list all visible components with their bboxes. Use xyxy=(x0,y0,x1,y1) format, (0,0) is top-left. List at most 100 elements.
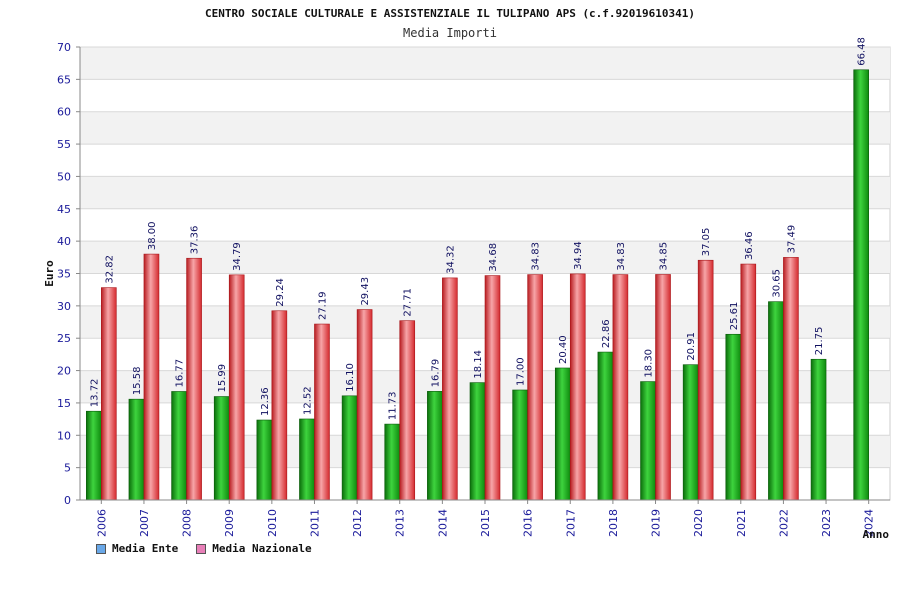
value-label: 15.99 xyxy=(217,364,228,393)
x-tick-label: 2006 xyxy=(95,509,108,537)
y-tick-label: 45 xyxy=(57,203,71,216)
y-tick-label: 35 xyxy=(57,268,71,281)
x-axis-ticks: 2006 2007 2008 2009 2010 2011 2012 2013 2014 2015… xyxy=(95,500,876,537)
x-tick-label: 2020 xyxy=(692,509,705,537)
y-axis-title: Euro xyxy=(43,260,56,287)
bar-media-ente xyxy=(86,410,102,501)
bar-media-nazionale xyxy=(697,259,714,501)
bar-media-ente xyxy=(213,396,230,501)
bar-media-nazionale xyxy=(399,320,416,501)
y-tick-label: 40 xyxy=(57,235,71,248)
bar-media-nazionale xyxy=(484,275,501,501)
y-tick-label: 5 xyxy=(64,462,71,475)
value-label: 25.61 xyxy=(729,302,740,331)
value-label: 16.79 xyxy=(430,359,441,388)
value-label: 17.00 xyxy=(516,357,527,386)
value-label: 12.36 xyxy=(260,387,271,416)
x-tick-label: 2022 xyxy=(777,509,790,537)
legend-item-media-nazionale: Media Nazionale xyxy=(196,542,312,555)
y-tick-label: 50 xyxy=(57,170,71,183)
bar-media-ente xyxy=(341,395,358,501)
chart-title: CENTRO SOCIALE CULTURALE E ASSISTENZIALE… xyxy=(205,7,695,20)
x-tick-label: 2017 xyxy=(564,509,577,537)
value-label: 16.10 xyxy=(345,363,356,392)
value-label: 27.71 xyxy=(403,288,414,317)
y-tick-label: 65 xyxy=(57,73,71,86)
value-labels: 13.72 32.82 15.58 38.00 16.77 37.36 15.99 34.79… xyxy=(89,37,867,420)
value-label: 29.24 xyxy=(275,278,286,307)
value-label: 12.52 xyxy=(302,386,313,415)
value-label: 34.83 xyxy=(531,242,542,271)
bar-media-nazionale xyxy=(186,257,202,501)
bar-media-ente xyxy=(299,418,315,501)
value-label: 29.43 xyxy=(360,277,371,306)
bar-media-ente xyxy=(853,69,869,501)
value-label: 11.73 xyxy=(388,391,399,420)
value-label: 22.86 xyxy=(601,319,612,348)
value-label: 38.00 xyxy=(147,221,158,250)
x-tick-label: 2018 xyxy=(607,509,620,537)
y-tick-label: 0 xyxy=(64,494,71,507)
bar-media-ente xyxy=(256,419,273,501)
value-label: 18.30 xyxy=(644,349,655,378)
value-label: 15.58 xyxy=(132,367,143,396)
y-tick-label: 60 xyxy=(57,106,71,119)
bar-media-ente xyxy=(725,333,742,501)
x-tick-label: 2007 xyxy=(138,509,151,537)
value-label: 37.05 xyxy=(701,228,712,257)
bar-media-ente xyxy=(640,381,656,501)
x-tick-label: 2019 xyxy=(650,509,663,537)
x-tick-label: 2013 xyxy=(394,509,407,537)
bar-media-ente xyxy=(682,364,699,501)
y-tick-label: 70 xyxy=(57,41,71,54)
x-tick-label: 2015 xyxy=(479,509,492,537)
bar-media-nazionale xyxy=(356,309,373,501)
y-tick-label: 20 xyxy=(57,365,71,378)
bar-media-ente xyxy=(171,391,187,501)
value-label: 18.14 xyxy=(473,350,484,379)
value-label: 34.68 xyxy=(488,243,499,272)
value-label: 30.65 xyxy=(771,269,782,298)
bars xyxy=(86,69,869,501)
y-tick-label: 30 xyxy=(57,300,71,313)
value-label: 16.77 xyxy=(175,359,186,388)
bar-media-nazionale xyxy=(527,274,543,501)
x-tick-label: 2010 xyxy=(266,509,279,537)
bar-media-nazionale xyxy=(655,274,671,501)
bar-media-nazionale xyxy=(271,310,288,501)
x-tick-label: 2023 xyxy=(820,509,833,537)
value-label: 27.19 xyxy=(317,291,328,320)
value-label: 37.36 xyxy=(190,226,201,255)
value-label: 34.79 xyxy=(232,242,243,271)
value-label: 34.83 xyxy=(616,242,627,271)
value-label: 36.46 xyxy=(744,231,755,260)
x-tick-label: 2016 xyxy=(522,509,535,537)
x-tick-label: 2024 xyxy=(863,509,876,537)
value-label: 13.72 xyxy=(89,379,100,408)
legend-swatch-media-ente xyxy=(96,543,106,554)
bar-media-ente xyxy=(512,389,528,501)
bar-media-ente xyxy=(768,301,784,501)
bar-media-nazionale xyxy=(740,263,757,501)
legend-swatch-media-nazionale xyxy=(196,543,207,554)
bar-media-nazionale xyxy=(228,274,245,501)
plot-band xyxy=(80,176,890,209)
bar-media-ente xyxy=(554,367,571,501)
x-tick-label: 2011 xyxy=(308,509,321,537)
bar-media-nazionale xyxy=(442,277,458,501)
chart-subtitle: Media Importi xyxy=(403,26,497,40)
bar-media-nazionale xyxy=(101,287,117,501)
plot-band xyxy=(80,47,890,80)
value-label: 34.94 xyxy=(573,241,584,270)
x-axis-title: Anno xyxy=(863,528,890,541)
legend-item-media-ente: Media Ente xyxy=(96,542,178,555)
legend-label-media-nazionale: Media Nazionale xyxy=(212,542,312,555)
plot-band xyxy=(80,111,890,145)
bar-media-nazionale xyxy=(783,257,799,501)
y-tick-label: 55 xyxy=(57,138,71,151)
value-label: 32.82 xyxy=(104,255,115,284)
bar-media-ente xyxy=(384,423,401,501)
value-label: 37.49 xyxy=(786,225,797,254)
x-tick-label: 2014 xyxy=(436,509,449,537)
